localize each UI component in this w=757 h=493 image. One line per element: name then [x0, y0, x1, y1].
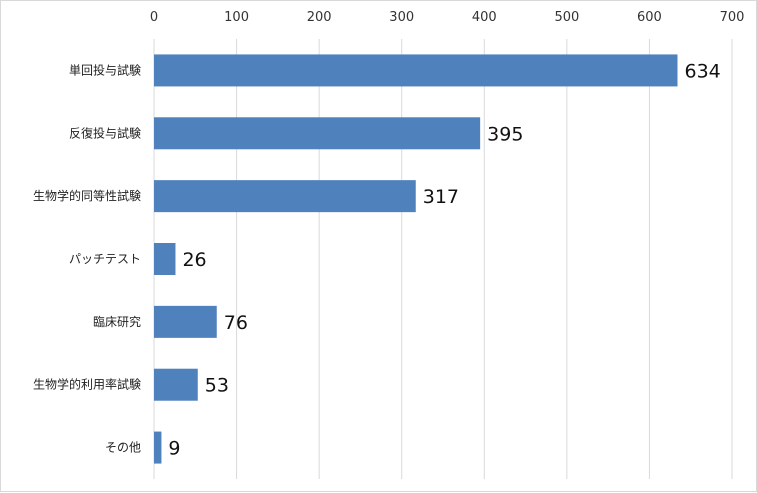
- bar: [154, 180, 416, 213]
- data-label: 9: [168, 438, 180, 460]
- data-label: 395: [487, 123, 523, 145]
- bar: [154, 368, 198, 401]
- data-label: 634: [685, 60, 721, 82]
- data-labels: 634 395 317 26 76 53 9: [168, 60, 720, 459]
- category-label: 生物学的利用率試験: [33, 377, 141, 392]
- category-label: その他: [105, 441, 141, 455]
- bar: [154, 243, 176, 275]
- category-label: 単回投与試験: [69, 62, 141, 77]
- bar: [154, 305, 217, 338]
- category-label: 生物学的同等性試験: [33, 188, 141, 203]
- bar: [154, 54, 678, 87]
- category-label: 反復投与試験: [69, 125, 141, 140]
- data-label: 317: [423, 186, 459, 208]
- category-labels: 単回投与試験反復投与試験生物学的同等性試験パッチテスト臨床研究生物学的利用率試験…: [33, 62, 141, 454]
- x-tick-label: 0: [150, 10, 158, 25]
- bars: [154, 54, 678, 464]
- bar: [154, 117, 481, 150]
- x-tick-label: 600: [637, 10, 662, 25]
- data-label: 76: [224, 312, 248, 334]
- x-tick-label: 700: [720, 10, 745, 25]
- x-tick-label: 100: [224, 10, 249, 25]
- x-tick-label: 200: [307, 10, 332, 25]
- bar: [154, 431, 162, 464]
- x-tick-label: 400: [472, 10, 497, 25]
- x-axis-ticks: 0 100 200 300 400 500 600 700: [150, 10, 745, 25]
- data-label: 53: [205, 375, 229, 397]
- category-label: パッチテスト: [69, 252, 141, 266]
- x-tick-label: 500: [554, 10, 579, 25]
- category-label: 臨床研究: [93, 314, 141, 329]
- gridlines: [153, 39, 733, 479]
- data-label: 26: [182, 249, 206, 271]
- x-tick-label: 300: [389, 10, 414, 25]
